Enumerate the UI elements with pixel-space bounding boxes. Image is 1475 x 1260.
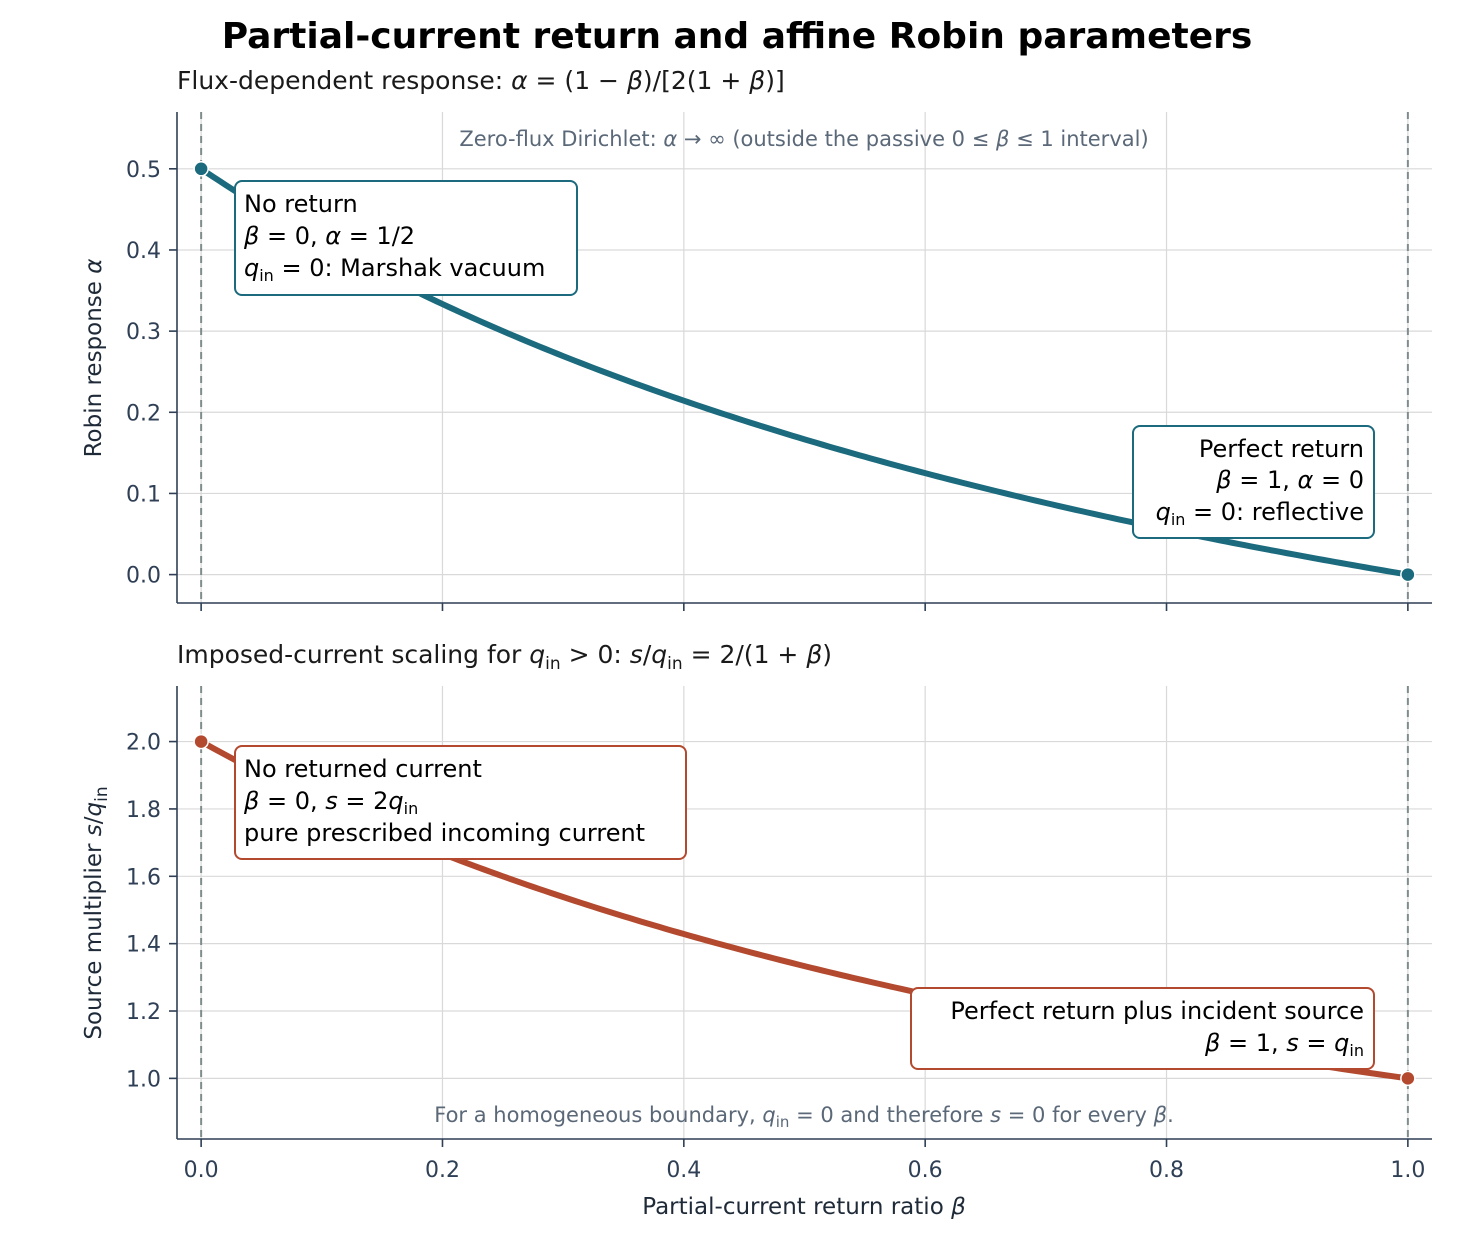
alpha-axes: 0.0 0.1 0.2 0.3 0.4 0.5 [126,112,1432,611]
figure-title: Partial-current return and affine Robin … [222,16,1253,57]
alpha-ytick-label: 0.4 [126,239,161,264]
no-return-annotation-line1: No return [244,190,358,218]
perfect-return-source-annotation-line2: β = 1, s = qin [1204,1029,1364,1060]
perfect-return-annotation: Perfect return β = 1, α = 0 qin = 0: ref… [1132,425,1375,539]
source-reference-lines [200,686,1409,1139]
source-panel-title: Imposed-current scaling for qin > 0: s/q… [177,640,832,674]
source-ytick-label: 1.6 [126,865,161,890]
homogeneous-boundary-note: For a homogeneous boundary, qin = 0 and … [434,1103,1174,1131]
alpha-endpoint-marker [193,161,209,177]
source-ytick-label: 1.0 [126,1067,161,1092]
no-return-annotation-line3: qin = 0: Marshak vacuum [244,254,545,285]
source-endpoint-marker [1400,1070,1416,1087]
alpha-panel-title: Flux-dependent response: α = (1 − β)/[2(… [177,66,785,95]
alpha-dirichlet-note: Zero-flux Dirichlet: α → ∞ (outside the … [459,127,1148,151]
perfect-return-annotation-line1: Perfect return [1199,435,1364,463]
source-endpoints [193,733,1416,1087]
alpha-y-axis-label: Robin response α [81,259,107,458]
source-xtick-label: 0.8 [1149,1158,1184,1183]
perfect-return-source-annotation-line1: Perfect return plus incident source [950,997,1364,1025]
source-panel: Imposed-current scaling for qin > 0: s/q… [81,640,1432,1220]
source-axes: 1.0 1.2 1.4 1.6 1.8 2.0 0.0 0.2 0.4 0.6 0.8 1.0 [126,686,1432,1183]
no-returned-current-annotation-line3: pure prescribed incoming current [244,819,645,847]
alpha-reference-lines [200,112,1409,603]
source-xtick-label: 0.6 [908,1158,943,1183]
alpha-ytick-label: 0.3 [126,320,161,345]
alpha-ytick-label: 0.1 [126,482,161,507]
source-ytick-label: 1.2 [126,1000,161,1025]
alpha-ytick-label: 0.2 [126,401,161,426]
source-endpoint-marker [193,733,209,750]
source-ytick-label: 1.8 [126,798,161,823]
source-ytick-label: 2.0 [126,731,161,756]
no-return-annotation: No return β = 0, α = 1/2 qin = 0: Marsha… [234,180,578,296]
source-ytick-label: 1.4 [126,933,161,958]
alpha-endpoint-marker [1400,566,1416,583]
perfect-return-annotation-line3: qin = 0: reflective [1156,498,1364,529]
no-return-annotation-line2: β = 0, α = 1/2 [243,222,415,250]
no-returned-current-annotation: No returned current β = 0, s = 2qin pure… [234,745,687,860]
alpha-ytick-label: 0.5 [126,158,161,183]
perfect-return-source-annotation: Perfect return plus incident source β = … [910,987,1375,1070]
source-xtick-label: 0.4 [666,1158,701,1183]
no-returned-current-annotation-line1: No returned current [244,755,482,783]
no-returned-current-annotation-line2: β = 0, s = 2qin [243,787,418,818]
alpha-endpoints [193,161,1416,583]
source-xtick-label: 1.0 [1390,1158,1425,1183]
perfect-return-annotation-line2: β = 1, α = 0 [1215,466,1364,494]
x-axis-label: Partial-current return ratio β [642,1194,966,1220]
alpha-ytick-label: 0.0 [126,564,161,589]
source-xtick-label: 0.0 [184,1158,219,1183]
alpha-panel: Flux-dependent response: α = (1 − β)/[2(… [81,66,1432,611]
source-y-axis-label: Source multiplier s/qin [81,786,112,1039]
source-xtick-label: 0.2 [425,1158,460,1183]
